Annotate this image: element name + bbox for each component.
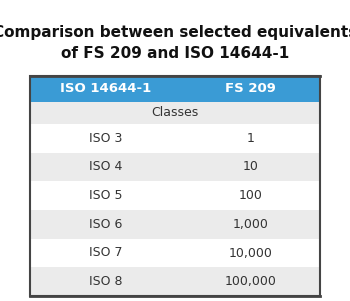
Text: 10,000: 10,000 bbox=[229, 247, 272, 259]
Text: ISO 5: ISO 5 bbox=[89, 189, 122, 202]
Text: ISO 3: ISO 3 bbox=[89, 132, 122, 145]
Bar bbox=[30, 181, 320, 210]
Text: ISO 4: ISO 4 bbox=[89, 160, 122, 173]
Text: FS 209: FS 209 bbox=[225, 82, 276, 95]
Bar bbox=[30, 239, 320, 267]
Bar bbox=[30, 124, 320, 153]
Text: ISO 6: ISO 6 bbox=[89, 218, 122, 231]
Bar bbox=[30, 76, 320, 102]
Text: 100: 100 bbox=[238, 189, 262, 202]
Text: 100,000: 100,000 bbox=[224, 275, 276, 288]
Text: 1: 1 bbox=[246, 132, 254, 145]
Text: of FS 209 and ISO 14644-1: of FS 209 and ISO 14644-1 bbox=[61, 45, 289, 61]
Text: ISO 14644-1: ISO 14644-1 bbox=[60, 82, 151, 95]
Text: ISO 8: ISO 8 bbox=[89, 275, 122, 288]
Bar bbox=[30, 210, 320, 239]
Text: 1,000: 1,000 bbox=[232, 218, 268, 231]
Bar bbox=[30, 267, 320, 296]
Text: Classes: Classes bbox=[151, 107, 199, 119]
Bar bbox=[30, 76, 320, 296]
Bar bbox=[30, 153, 320, 181]
Text: 10: 10 bbox=[243, 160, 258, 173]
Text: ISO 7: ISO 7 bbox=[89, 247, 122, 259]
Text: Comparison between selected equivalents: Comparison between selected equivalents bbox=[0, 26, 350, 41]
Bar bbox=[30, 102, 320, 124]
